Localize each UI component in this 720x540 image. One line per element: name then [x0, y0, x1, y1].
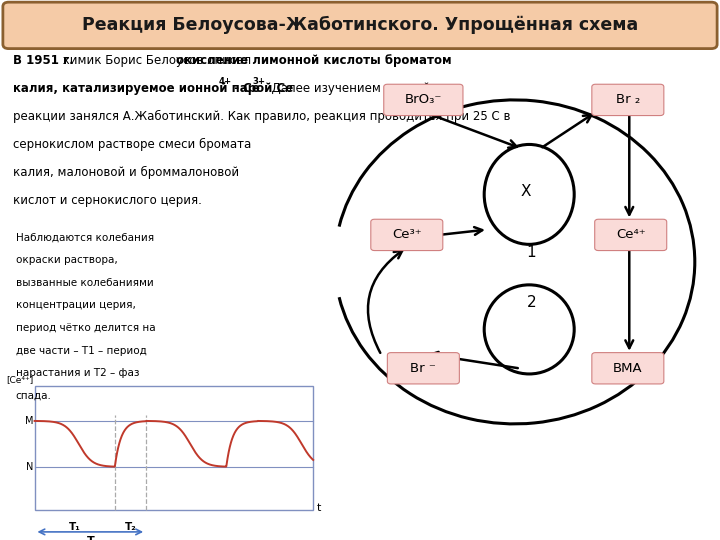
Text: концентрации церия,: концентрации церия,	[16, 300, 135, 310]
Text: Наблюдаются колебания: Наблюдаются колебания	[16, 232, 154, 242]
Text: В 1951 г.: В 1951 г.	[13, 54, 73, 67]
Text: N: N	[26, 462, 33, 472]
Text: вызванные колебаниями: вызванные колебаниями	[16, 278, 153, 288]
Text: окраски раствора,: окраски раствора,	[16, 255, 117, 265]
Text: реакции занялся А.Жаботинский. Как правило, реакция проводится при 25 С в: реакции занялся А.Жаботинский. Как прави…	[13, 110, 510, 123]
Text: [Ce⁴⁺]: [Ce⁴⁺]	[6, 375, 33, 384]
FancyBboxPatch shape	[384, 84, 463, 116]
Text: химик Борис Белоусов описал: химик Борис Белоусов описал	[59, 54, 255, 67]
Text: BMA: BMA	[613, 362, 643, 375]
Text: 3+: 3+	[252, 77, 265, 86]
FancyBboxPatch shape	[3, 2, 717, 49]
Text: T₂: T₂	[125, 522, 136, 532]
Text: калия, катализируемое ионной парой Ce: калия, катализируемое ионной парой Ce	[13, 82, 293, 95]
Text: сернокислом растворе смеси бромата: сернокислом растворе смеси бромата	[13, 138, 251, 151]
Text: . Далее изучением данной: . Далее изучением данной	[264, 82, 430, 95]
Text: M: M	[24, 416, 33, 426]
Text: Реакция Белоусова-Жаботинского. Упрощённая схема: Реакция Белоусова-Жаботинского. Упрощённ…	[82, 16, 638, 35]
Text: X: X	[521, 184, 531, 199]
FancyBboxPatch shape	[592, 353, 664, 384]
Text: t: t	[317, 503, 321, 512]
Text: Br ₂: Br ₂	[616, 93, 640, 106]
Text: 1: 1	[526, 245, 536, 260]
FancyBboxPatch shape	[371, 219, 443, 251]
Text: T₁: T₁	[69, 522, 81, 532]
Text: нарастания и T2 – фаз: нарастания и T2 – фаз	[16, 368, 140, 379]
Text: кислот и сернокислого церия.: кислот и сернокислого церия.	[13, 194, 202, 207]
Text: 4+: 4+	[218, 77, 231, 86]
Text: BrO₃⁻: BrO₃⁻	[405, 93, 442, 106]
Text: период чётко делится на: период чётко делится на	[16, 323, 156, 333]
FancyBboxPatch shape	[592, 84, 664, 116]
Text: T: T	[86, 536, 94, 540]
Text: калия, малоновой и броммалоновой: калия, малоновой и броммалоновой	[13, 166, 239, 179]
FancyBboxPatch shape	[595, 219, 667, 251]
Text: две части – T1 – период: две части – T1 – период	[16, 346, 147, 356]
Text: Ce⁴⁺: Ce⁴⁺	[616, 228, 646, 241]
Text: Br ⁻: Br ⁻	[410, 362, 436, 375]
Text: спада.: спада.	[16, 391, 52, 401]
Text: окисление лимонной кислоты броматом: окисление лимонной кислоты броматом	[176, 54, 451, 67]
Text: Ce³⁺: Ce³⁺	[392, 228, 422, 241]
Text: - Ce: - Ce	[230, 82, 260, 95]
Text: 2: 2	[526, 295, 536, 310]
Bar	[35, 386, 313, 510]
FancyBboxPatch shape	[387, 353, 459, 384]
